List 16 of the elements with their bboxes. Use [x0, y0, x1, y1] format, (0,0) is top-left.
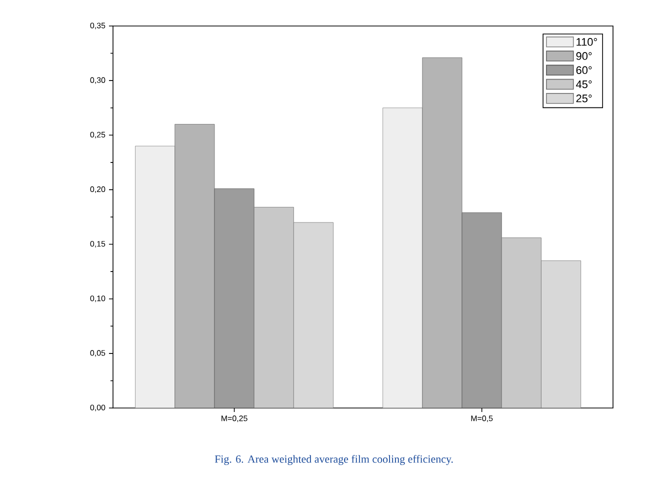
bar	[541, 260, 582, 408]
bar	[214, 188, 254, 408]
bar	[462, 212, 502, 408]
legend-label: 60°	[576, 66, 592, 74]
legend-label: 110°	[576, 38, 597, 46]
bar	[501, 238, 542, 408]
bar	[382, 108, 423, 408]
bar	[135, 146, 176, 408]
bar	[254, 206, 294, 408]
caption: Fig. 6. Area weighted average film cooling efficiency.	[214, 454, 453, 466]
bar	[293, 222, 334, 408]
legend-label: 45°	[576, 80, 592, 88]
bar	[422, 57, 462, 408]
legend-label: 90°	[576, 52, 592, 60]
legend-label: 25°	[576, 94, 592, 102]
bar	[174, 124, 215, 408]
